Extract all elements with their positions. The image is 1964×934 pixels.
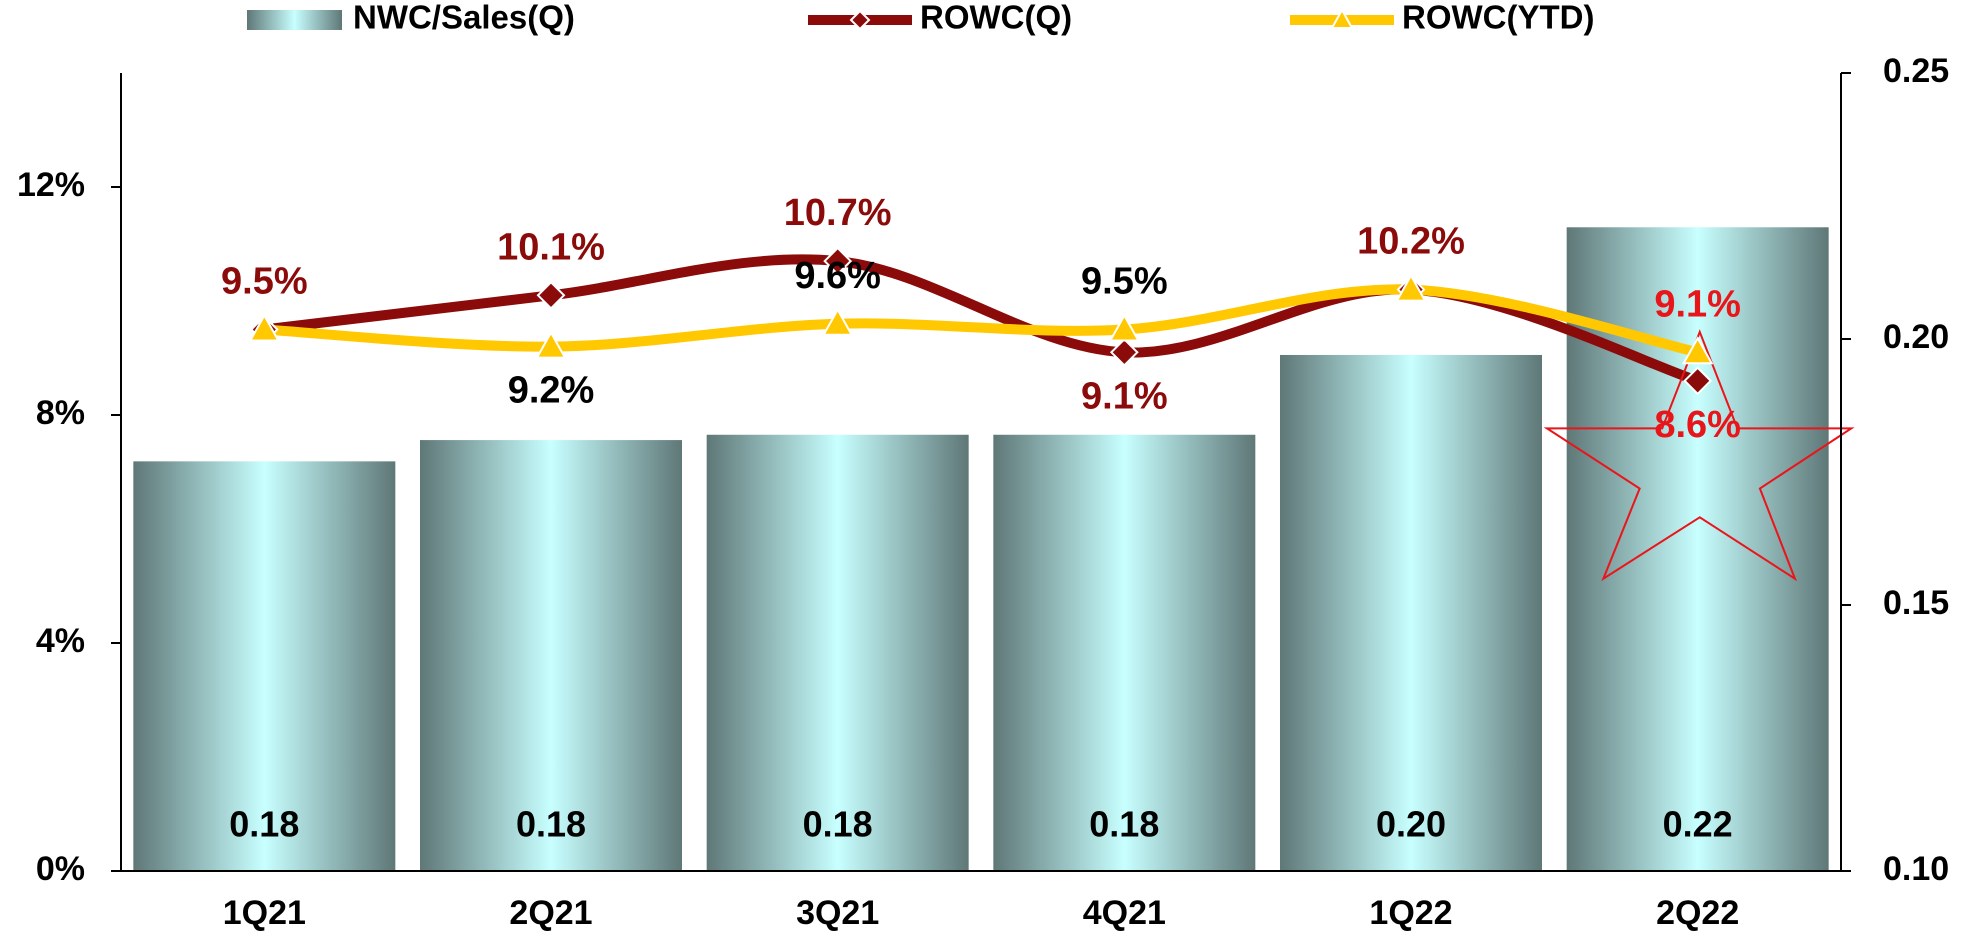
bar	[1566, 227, 1829, 871]
data-label: 9.2%	[508, 370, 595, 412]
bar-value-label: 0.18	[803, 804, 873, 845]
bar-value-label: 0.18	[229, 804, 299, 845]
x-tick-label: 2Q22	[1656, 894, 1739, 932]
y2-tick-label: 0.25	[1883, 52, 1949, 90]
x-tick-label: 2Q21	[509, 894, 592, 932]
legend-swatch	[247, 10, 342, 30]
bar	[420, 440, 682, 871]
diamond-marker	[823, 246, 853, 276]
legend-label: ROWC(Q)	[920, 0, 1072, 36]
diamond-marker	[1683, 366, 1713, 396]
x-tick-label: 4Q21	[1083, 894, 1166, 932]
data-label: 10.7%	[784, 192, 892, 234]
y-tick-label: 0%	[36, 850, 85, 888]
triangle-marker	[248, 313, 281, 342]
y2-tick-label: 0.20	[1883, 318, 1949, 356]
legend-marker	[1330, 7, 1354, 29]
data-label: 9.5%	[1081, 261, 1168, 303]
x-tick-label: 3Q21	[796, 894, 879, 932]
data-label: 8.6%	[1654, 404, 1741, 446]
x-tick-label: 1Q21	[223, 894, 306, 932]
data-label: 9.6%	[794, 255, 881, 297]
triangle-marker	[1395, 273, 1427, 302]
y-tick-label: 8%	[36, 394, 85, 432]
diamond-marker	[1109, 337, 1139, 367]
x-tick-label: 1Q22	[1369, 894, 1452, 932]
triangle-marker	[535, 330, 567, 359]
bar	[1280, 354, 1542, 872]
y-tick-label: 4%	[36, 622, 85, 660]
diamond-marker	[536, 280, 566, 310]
y2-tick-label: 0.10	[1883, 850, 1949, 888]
bar	[133, 461, 396, 871]
highlight-star	[1543, 329, 1855, 582]
bar-value-label: 0.18	[1089, 804, 1159, 845]
legend-label: ROWC(YTD)	[1402, 0, 1594, 36]
triangle-marker	[1108, 313, 1141, 342]
data-label: 9.1%	[1081, 375, 1168, 417]
data-label: 10.1%	[497, 226, 605, 268]
legend-label: NWC/Sales(Q)	[353, 0, 575, 36]
bar	[706, 434, 969, 871]
y2-tick-label: 0.15	[1883, 584, 1949, 622]
triangle-marker	[1681, 336, 1714, 365]
bar-value-label: 0.20	[1376, 804, 1446, 845]
triangle-marker	[821, 307, 854, 336]
bar	[993, 434, 1256, 871]
y-tick-label: 12%	[17, 166, 85, 204]
line	[264, 284, 1699, 358]
data-label: 10.2%	[1357, 221, 1465, 263]
legend-marker	[849, 9, 871, 31]
data-label: 9.5%	[221, 261, 308, 303]
bar-value-label: 0.18	[516, 804, 586, 845]
data-label: 9.1%	[1654, 283, 1741, 325]
bar-value-label: 0.22	[1663, 804, 1733, 845]
